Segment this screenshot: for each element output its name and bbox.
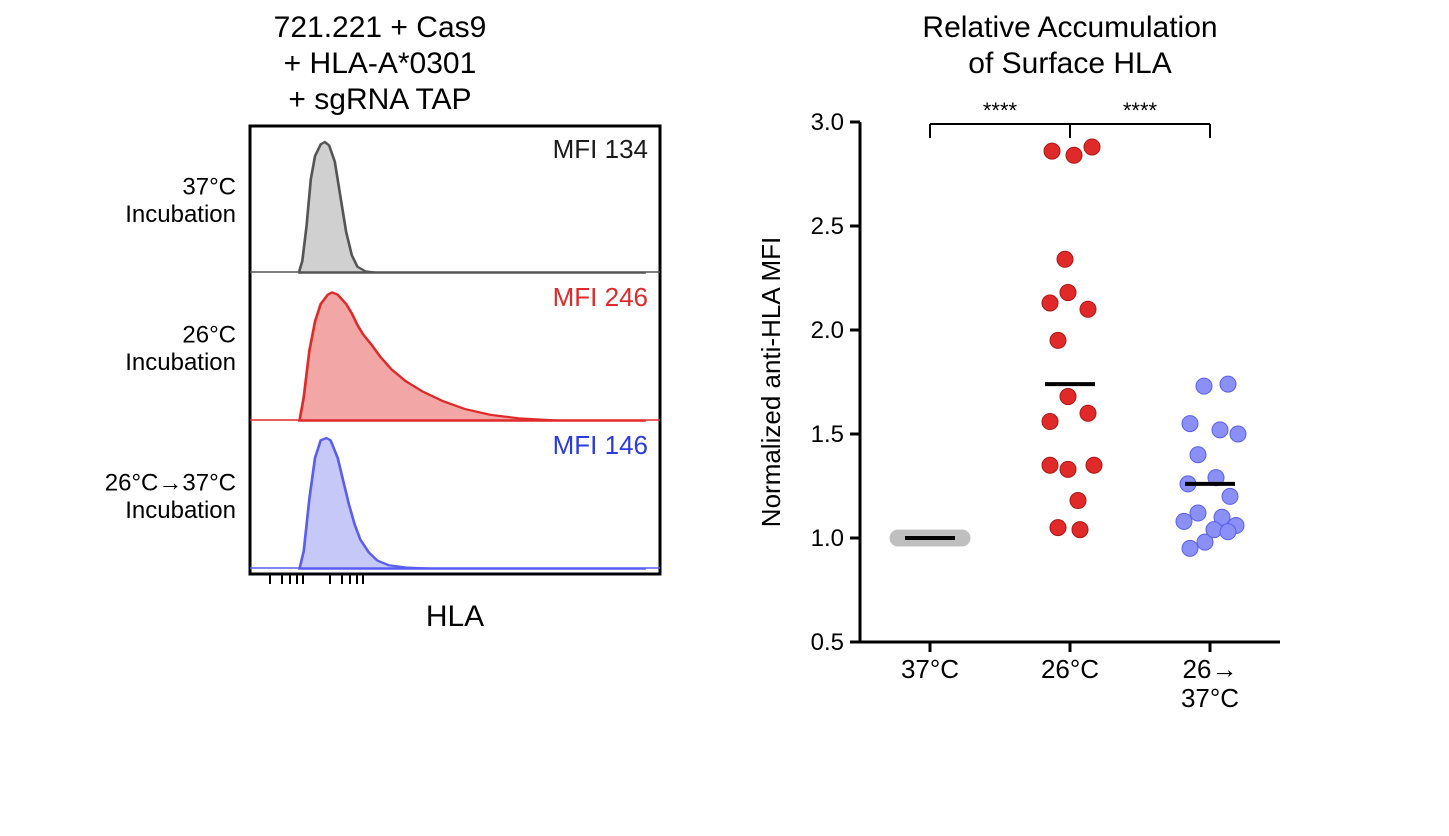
mfi-label: MFI 146 — [553, 430, 648, 460]
x-tick-label: 37°C — [1181, 683, 1239, 713]
scatter-panel: Relative Accumulation of Surface HLA 0.5… — [710, 10, 1430, 826]
data-point — [1176, 513, 1192, 529]
data-point — [1206, 522, 1222, 538]
data-point — [1042, 457, 1058, 473]
significance-bracket — [930, 124, 1070, 138]
scatter-title: Relative Accumulation of Surface HLA — [790, 10, 1350, 82]
flow-histogram-panel: 721.221 + Cas9 + HLA-A*0301 + sgRNA TAP … — [20, 10, 710, 826]
scatter-title-l1: Relative Accumulation — [922, 11, 1217, 44]
y-axis-label: Normalized anti-HLA MFI — [756, 237, 786, 527]
x-tick-label: 26°C — [1041, 654, 1099, 684]
data-point — [1230, 426, 1246, 442]
data-point — [1060, 389, 1076, 405]
data-point — [1080, 405, 1096, 421]
histogram-title-l2: + HLA-A*0301 — [284, 47, 477, 80]
data-point — [1086, 457, 1102, 473]
data-point — [1042, 295, 1058, 311]
y-tick-label: 2.0 — [811, 317, 844, 344]
data-point — [1060, 285, 1076, 301]
significance-bracket — [1070, 124, 1210, 138]
histogram-row-label: Incubation — [125, 201, 236, 228]
data-point — [1080, 301, 1096, 317]
data-point — [1070, 493, 1086, 509]
mfi-label: MFI 134 — [553, 134, 648, 164]
data-point — [1212, 422, 1228, 438]
data-point — [1050, 332, 1066, 348]
x-tick-label: 37°C — [901, 654, 959, 684]
data-point — [1060, 461, 1076, 477]
data-point — [1222, 488, 1238, 504]
histogram-row-label: 37°C — [182, 174, 236, 201]
data-point — [1220, 524, 1236, 540]
data-point — [1190, 505, 1206, 521]
significance-stars: **** — [983, 98, 1018, 123]
histogram-row-label: 26°C→37°C — [105, 470, 236, 497]
data-point — [1182, 540, 1198, 556]
scatter-svg: 0.5 1.0 1.5 2.0 2.5 3.0 Normalized anti-HLA MF… — [710, 82, 1430, 802]
histogram-title: 721.221 + Cas9 + HLA-A*0301 + sgRNA TAP — [170, 10, 590, 118]
data-point — [1066, 147, 1082, 163]
data-point — [954, 530, 970, 546]
data-point — [1057, 251, 1073, 267]
histogram-title-l1: 721.221 + Cas9 — [274, 11, 487, 44]
data-point — [1220, 376, 1236, 392]
data-point — [1050, 520, 1066, 536]
histogram-row-label: Incubation — [125, 497, 236, 524]
significance-stars: **** — [1123, 98, 1158, 123]
histogram-svg: 37°CIncubationMFI 13426°CIncubationMFI 2… — [20, 118, 710, 818]
data-point — [1190, 447, 1206, 463]
y-tick-label: 2.5 — [811, 213, 844, 240]
histogram-row-label: Incubation — [125, 349, 236, 376]
y-tick-label: 3.0 — [811, 109, 844, 136]
y-tick-label: 1.5 — [811, 421, 844, 448]
y-tick-label: 1.0 — [811, 525, 844, 552]
data-point — [1182, 416, 1198, 432]
data-point — [1042, 414, 1058, 430]
mfi-label: MFI 246 — [553, 282, 648, 312]
data-point — [1044, 143, 1060, 159]
scatter-title-l2: of Surface HLA — [968, 47, 1171, 80]
y-tick-label: 0.5 — [811, 629, 844, 656]
data-point — [1072, 522, 1088, 538]
x-tick-label: 26→ — [1183, 654, 1238, 684]
x-axis-label: HLA — [426, 600, 484, 633]
histogram-row-label: 26°C — [182, 322, 236, 349]
data-point — [1084, 139, 1100, 155]
data-point — [1196, 378, 1212, 394]
histogram-title-l3: + sgRNA TAP — [288, 83, 471, 116]
